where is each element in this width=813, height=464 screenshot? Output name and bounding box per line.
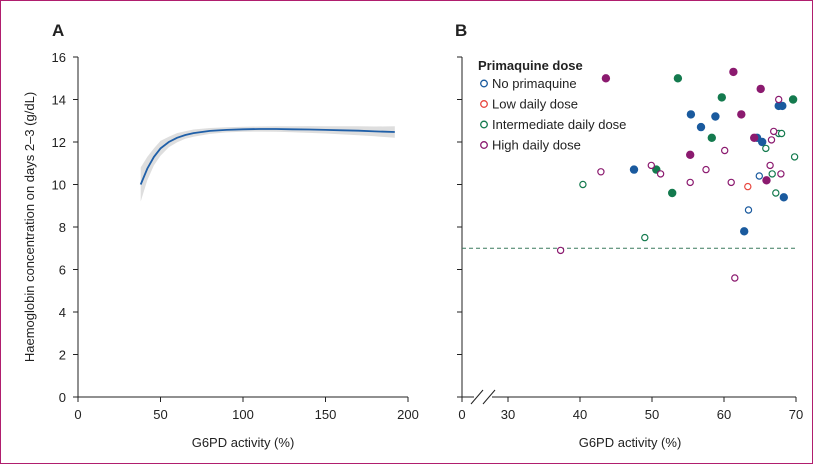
data-point bbox=[717, 93, 727, 102]
fitted-curve bbox=[139, 128, 395, 185]
panel-a-plot: 0 2 4 6 8 10 12 14 16 0 50 100 150 200 bbox=[52, 50, 419, 422]
panel-a-y-tick-label: 6 bbox=[59, 263, 66, 278]
legend-marker bbox=[480, 120, 488, 129]
data-point bbox=[601, 74, 611, 83]
data-point bbox=[744, 206, 753, 214]
panel-a-y-tick-label: 2 bbox=[59, 348, 66, 363]
legend-label: No primaquine bbox=[492, 76, 577, 91]
data-point bbox=[711, 112, 720, 121]
panel-a-y-tick-label: 8 bbox=[59, 220, 66, 235]
data-point bbox=[740, 227, 749, 236]
panel-b-plot: 0 30 40 50 60 70 bbox=[457, 56, 803, 422]
data-point bbox=[750, 133, 759, 142]
confidence-band bbox=[140, 126, 395, 202]
data-point bbox=[762, 144, 770, 153]
legend: No primaquine Low daily dose Intermediate … bbox=[480, 76, 626, 153]
panel-a-y-tick-label: 14 bbox=[52, 93, 66, 108]
axis-break-slash bbox=[482, 389, 496, 405]
panel-a-x-tick-label: 150 bbox=[315, 407, 337, 422]
panel-a-x-axis-title: G6PD activity (%) bbox=[192, 435, 295, 450]
panel-b-x-tick-label: 50 bbox=[645, 407, 659, 422]
data-point bbox=[707, 133, 717, 142]
data-point bbox=[737, 110, 746, 119]
data-point bbox=[641, 233, 649, 242]
data-point bbox=[767, 136, 776, 144]
data-point bbox=[686, 178, 694, 187]
panel-b-x-tick-label: 30 bbox=[501, 407, 515, 422]
data-point bbox=[686, 110, 696, 119]
panel-a-x-tick-label: 100 bbox=[232, 407, 254, 422]
panel-a-y-axis-title: Haemoglobin concentration on days 2–3 (g… bbox=[22, 92, 37, 362]
panel-a-y-tick-label: 12 bbox=[52, 135, 66, 150]
legend-marker bbox=[480, 100, 488, 108]
data-point bbox=[727, 178, 735, 187]
data-point bbox=[668, 188, 677, 198]
data-point bbox=[696, 122, 706, 132]
data-point bbox=[656, 170, 665, 178]
data-point bbox=[762, 176, 771, 185]
data-point bbox=[788, 95, 798, 104]
data-point bbox=[629, 165, 639, 174]
panel-b-x-tick-label: 70 bbox=[789, 407, 803, 422]
data-point bbox=[777, 170, 785, 178]
data-point bbox=[673, 74, 683, 83]
panel-a-label: A bbox=[52, 21, 64, 40]
data-point bbox=[729, 67, 738, 77]
data-point bbox=[777, 129, 786, 138]
legend-marker bbox=[480, 141, 488, 149]
data-point bbox=[731, 274, 739, 282]
panel-a-y-tick-label: 0 bbox=[59, 390, 66, 405]
data-point bbox=[755, 172, 764, 180]
data-point bbox=[790, 153, 799, 161]
data-point bbox=[556, 246, 565, 255]
data-point bbox=[770, 127, 778, 136]
data-point bbox=[758, 137, 767, 147]
data-point bbox=[772, 189, 780, 197]
axis-break-slash bbox=[470, 389, 484, 405]
data-point bbox=[597, 168, 605, 176]
panel-b-x-axis-title: G6PD activity (%) bbox=[579, 435, 682, 450]
panel-a-y-tick-label: 10 bbox=[52, 178, 66, 193]
panel-a-y-tick-label: 4 bbox=[59, 305, 66, 320]
panel-b-label: B bbox=[455, 21, 467, 40]
data-point bbox=[778, 101, 787, 111]
panel-a-x-tick-label: 50 bbox=[153, 407, 167, 422]
panel-a-x-tick-label: 200 bbox=[397, 407, 419, 422]
data-point bbox=[768, 170, 776, 178]
panel-a-y-tick-label: 16 bbox=[52, 50, 66, 65]
data-point bbox=[756, 84, 765, 94]
data-point bbox=[779, 193, 789, 202]
legend-title: Primaquine dose bbox=[478, 58, 583, 73]
data-point bbox=[686, 150, 695, 159]
legend-label: High daily dose bbox=[492, 138, 581, 153]
panel-b-x-tick-label: 60 bbox=[717, 407, 731, 422]
panel-b-x-tick-label: 40 bbox=[573, 407, 587, 422]
data-point bbox=[579, 180, 587, 189]
data-point bbox=[721, 146, 729, 155]
data-point bbox=[766, 161, 774, 170]
data-point bbox=[702, 165, 710, 174]
legend-label: Intermediate daily dose bbox=[492, 117, 626, 132]
legend-marker bbox=[480, 79, 488, 88]
legend-label: Low daily dose bbox=[492, 97, 578, 112]
panel-b-x-tick-label: 0 bbox=[458, 407, 465, 422]
panel-a-x-tick-label: 0 bbox=[74, 407, 81, 422]
data-point bbox=[775, 95, 783, 104]
data-point bbox=[744, 182, 752, 191]
data-point bbox=[647, 161, 656, 170]
